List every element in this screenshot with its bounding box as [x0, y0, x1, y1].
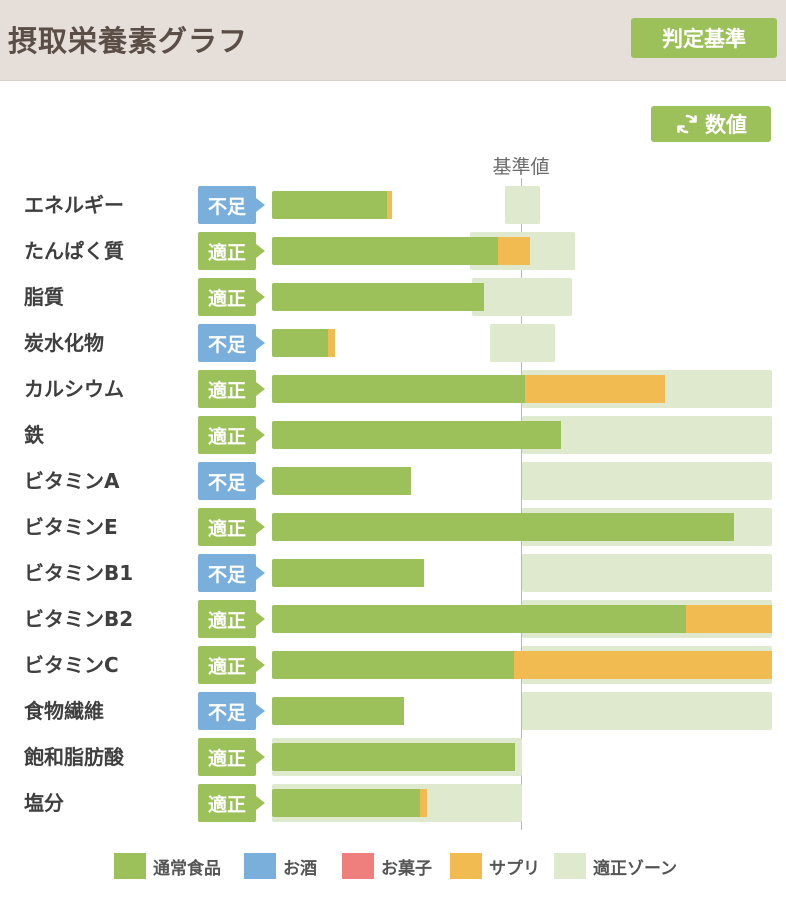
baseline-label: 基準値	[492, 156, 550, 178]
bar-segment-supplement	[387, 191, 392, 219]
nutrient-label: 飽和脂肪酸	[24, 745, 124, 769]
proper-zone	[522, 692, 772, 730]
header-divider	[0, 80, 786, 81]
nutrient-label: ビタミンC	[24, 653, 119, 677]
legend-label: 通常食品	[153, 858, 221, 879]
nutrient-label: カルシウム	[24, 377, 124, 401]
status-badge: 適正	[198, 232, 265, 270]
page-title: 摂取栄養素グラフ	[8, 24, 249, 58]
intake-bar[interactable]	[272, 743, 515, 771]
legend-swatch	[450, 853, 482, 879]
intake-bar[interactable]	[272, 559, 424, 587]
nutrient-label: 炭水化物	[24, 331, 104, 355]
intake-bar[interactable]	[272, 237, 530, 265]
bar-segment-normal-food	[272, 605, 686, 633]
nutrient-label: ビタミンA	[24, 469, 120, 493]
intake-bar[interactable]	[272, 513, 734, 541]
bar-segment-normal-food	[272, 421, 561, 449]
legend-label: サプリ	[489, 858, 540, 879]
proper-zone	[489, 324, 555, 362]
proper-zone	[522, 416, 772, 454]
legend-item-supplement: サプリ	[450, 852, 540, 880]
nutrient-label: 脂質	[24, 285, 64, 309]
legend-item-alcohol: お酒	[244, 852, 317, 880]
bar-segment-supplement	[514, 651, 772, 679]
status-badge: 適正	[198, 646, 265, 684]
bar-segment-supplement	[420, 789, 427, 817]
proper-zone	[522, 554, 772, 592]
intake-bar[interactable]	[272, 421, 561, 449]
legend-swatch	[114, 853, 146, 879]
nutrient-label: 鉄	[24, 423, 44, 447]
bar-segment-normal-food	[272, 513, 734, 541]
legend-label: 適正ゾーン	[593, 858, 678, 879]
status-badge: 適正	[198, 416, 265, 454]
nutrient-label: 食物繊維	[24, 699, 104, 723]
criteria-button[interactable]: 判定基準	[631, 18, 777, 58]
intake-bar[interactable]	[272, 283, 484, 311]
proper-zone	[472, 278, 572, 316]
bar-segment-normal-food	[272, 329, 328, 357]
refresh-icon	[675, 112, 699, 136]
status-badge: 不足	[198, 554, 265, 592]
bar-segment-normal-food	[272, 283, 484, 311]
proper-zone	[504, 186, 540, 224]
legend-item-normal-food: 通常食品	[114, 852, 221, 880]
baseline-line	[521, 178, 522, 830]
legend-swatch	[342, 853, 374, 879]
bar-segment-normal-food	[272, 651, 514, 679]
status-badge: 適正	[198, 508, 265, 546]
status-badge: 適正	[198, 278, 265, 316]
intake-bar[interactable]	[272, 467, 411, 495]
bar-segment-normal-food	[272, 697, 404, 725]
proper-zone	[522, 462, 772, 500]
bar-segment-normal-food	[272, 375, 525, 403]
legend-swatch	[554, 853, 586, 879]
nutrient-label: ビタミンB1	[24, 561, 134, 585]
intake-bar[interactable]	[272, 789, 427, 817]
bar-segment-normal-food	[272, 237, 498, 265]
nutrient-label: ビタミンE	[24, 515, 118, 539]
nutrient-label: 塩分	[24, 791, 64, 815]
intake-bar[interactable]	[272, 329, 335, 357]
bar-segment-normal-food	[272, 191, 387, 219]
values-button-label: 数値	[705, 113, 747, 137]
bar-segment-normal-food	[272, 743, 515, 771]
status-badge: 適正	[198, 738, 265, 776]
status-badge: 不足	[198, 324, 265, 362]
nutrient-label: エネルギー	[24, 193, 124, 217]
bar-segment-normal-food	[272, 789, 420, 817]
intake-bar[interactable]	[272, 375, 665, 403]
intake-bar[interactable]	[272, 191, 392, 219]
status-badge: 適正	[198, 784, 265, 822]
bar-segment-supplement	[686, 605, 772, 633]
legend: 通常食品 お酒 お菓子 サプリ 適正ゾーン	[114, 852, 734, 880]
bar-segment-normal-food	[272, 467, 411, 495]
nutrient-label: ビタミンB2	[24, 607, 134, 631]
status-badge: 不足	[198, 186, 265, 224]
page-header: 摂取栄養素グラフ 判定基準	[0, 0, 786, 80]
status-badge: 不足	[198, 692, 265, 730]
legend-label: お酒	[283, 858, 317, 879]
legend-swatch	[244, 853, 276, 879]
bar-segment-supplement	[498, 237, 530, 265]
bar-segment-normal-food	[272, 559, 424, 587]
status-badge: 適正	[198, 600, 265, 638]
status-badge: 適正	[198, 370, 265, 408]
status-badge: 不足	[198, 462, 265, 500]
nutrient-label: たんぱく質	[24, 239, 124, 263]
intake-bar[interactable]	[272, 697, 404, 725]
legend-label: お菓子	[381, 858, 432, 879]
values-toggle-button[interactable]: 数値	[651, 106, 771, 142]
legend-item-proper-zone: 適正ゾーン	[554, 852, 677, 880]
bar-segment-supplement	[328, 329, 335, 357]
intake-bar[interactable]	[272, 651, 772, 679]
bar-segment-supplement	[525, 375, 665, 403]
legend-item-sweets: お菓子	[342, 852, 432, 880]
intake-bar[interactable]	[272, 605, 772, 633]
